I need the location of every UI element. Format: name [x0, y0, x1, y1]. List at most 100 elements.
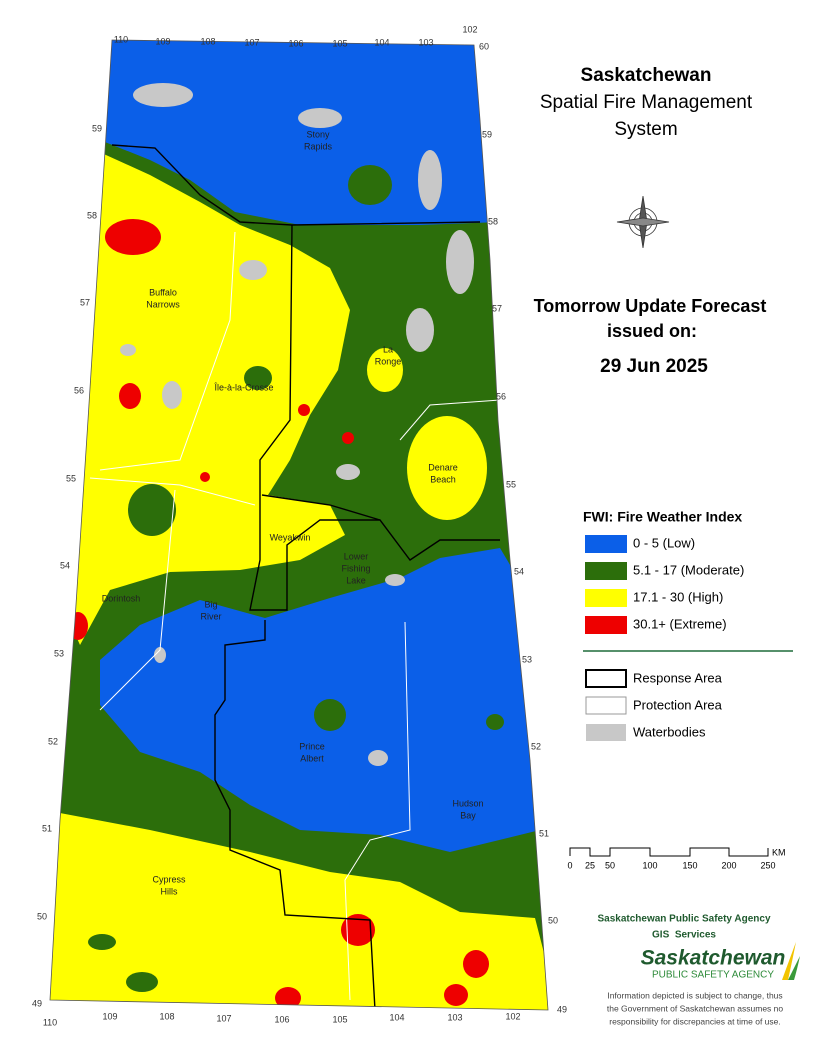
longitude-label: 104 [374, 37, 389, 47]
latitude-label: 49 [32, 998, 42, 1008]
forecast-line: issued on: [607, 321, 697, 341]
latitude-label: 51 [539, 828, 549, 838]
water-swatch [586, 724, 626, 741]
longitude-label: 107 [244, 37, 259, 47]
place-label: Hudson [452, 798, 483, 808]
legend-label: Protection Area [633, 697, 723, 712]
scale-label: 50 [605, 860, 615, 870]
forecast-date: 29 Jun 2025 [600, 356, 708, 377]
compass-rose [616, 195, 670, 249]
latitude-label: 58 [488, 216, 498, 226]
longitude-label: 103 [418, 37, 433, 47]
response-area-lines [111, 144, 500, 1010]
place-label: La [383, 344, 393, 354]
legend-label: 17.1 - 30 (High) [633, 589, 723, 604]
moderate-region [88, 934, 116, 950]
legend-swatch [585, 589, 627, 607]
scale-label: 0 [567, 860, 572, 870]
moderate-region [126, 972, 158, 992]
longitude-label: 110 [114, 34, 128, 44]
moderate-region [244, 366, 272, 390]
longitude-label: 108 [159, 1011, 174, 1021]
logo-mark [782, 942, 796, 980]
scale-unit: KM [772, 847, 786, 857]
forecast-line: Tomorrow Update Forecast [534, 296, 767, 316]
latitude-label: 58 [87, 210, 97, 220]
legend-swatch [585, 535, 627, 553]
high-region [50, 812, 548, 1010]
legend-label: 0 - 5 (Low) [633, 535, 695, 550]
waterbodies [120, 83, 474, 766]
moderate-region [128, 484, 176, 536]
place-label: Narrows [146, 299, 180, 309]
place-label: Big [204, 599, 217, 609]
scale-bar [569, 847, 769, 857]
latitude-label: 54 [60, 560, 70, 570]
place-label: Ronge [375, 356, 402, 366]
disclaimer-line: the Government of Saskatchewan assumes n… [607, 1003, 784, 1013]
place-label: Stony [306, 129, 330, 139]
logo-text: Saskatchewan [641, 947, 786, 970]
agency-name: Saskatchewan Public Safety Agency [597, 914, 770, 925]
longitude-label: 109 [155, 36, 170, 46]
longitude-label: 107 [216, 1013, 231, 1023]
longitude-label: 102 [505, 1011, 520, 1021]
latitude-label: 57 [492, 303, 502, 313]
longitude-label: 108 [200, 36, 215, 46]
latitude-label: 56 [496, 391, 506, 401]
legend-label: 30.1+ (Extreme) [633, 616, 727, 631]
moderate-region [486, 714, 504, 730]
latitude-label: 49 [557, 1004, 567, 1014]
place-label: Prince [299, 741, 325, 751]
low-region [90, 40, 500, 225]
latitude-label: 55 [506, 479, 516, 489]
place-label: Cypress [152, 874, 186, 884]
disclaimer-line: Information depicted is subject to chang… [607, 990, 782, 1000]
latitude-label: 53 [54, 648, 64, 658]
place-label: Fishing [341, 563, 370, 573]
place-label: Denare [428, 462, 458, 472]
latitude-label: 56 [74, 385, 84, 395]
place-label: Albert [300, 753, 324, 763]
scale-label: 150 [682, 860, 697, 870]
legend-swatch [585, 562, 627, 580]
longitude-label: 104 [389, 1012, 404, 1022]
longitude-label: 102 [462, 24, 477, 34]
scale-label: 25 [585, 860, 595, 870]
latitude-label: 59 [482, 129, 492, 139]
legend-title: FWI: Fire Weather Index [583, 509, 742, 525]
latitude-label: 52 [48, 736, 58, 746]
title-line: System [614, 119, 677, 140]
longitude-label: 106 [288, 38, 303, 48]
place-label: Île-à-la-Crosse [213, 382, 273, 392]
scale-label: 200 [721, 860, 736, 870]
scale-labels: 0 25 50 100 150 200 250 KM [567, 847, 785, 870]
legend-label: Response Area [633, 670, 723, 685]
moderate-region [348, 165, 392, 205]
longitude-label: 103 [447, 1012, 462, 1022]
protection-swatch [585, 696, 627, 715]
legend-label: Waterbodies [633, 724, 706, 739]
place-label: Rapids [304, 141, 333, 151]
latitude-label: 50 [548, 915, 558, 925]
longitude-label: 106 [274, 1014, 289, 1024]
title-line: Spatial Fire Management [540, 92, 753, 113]
place-label: Dorintosh [102, 593, 141, 603]
place-label: Hills [161, 886, 178, 896]
disclaimer-line: responsibility for discrepancies at time… [609, 1016, 781, 1026]
low-region [100, 548, 540, 852]
place-label: Bay [460, 810, 476, 820]
latitude-label: 59 [92, 123, 102, 133]
agency-unit: GIS Services [652, 930, 716, 941]
extreme-spots [68, 219, 489, 1009]
legend: 0 - 5 (Low) 5.1 - 17 (Moderate) 17.1 - 30 … [585, 535, 744, 634]
response-swatch [585, 669, 627, 688]
place-label: Lake [346, 575, 366, 585]
map-labels: 110 109 108 107 106 105 104 103 102 110 109 108 107 1… [32, 24, 567, 1027]
latitude-label: 60 [479, 41, 489, 51]
longitude-label: 109 [102, 1011, 117, 1021]
longitude-label: 105 [332, 1014, 347, 1024]
latitude-label: 51 [42, 823, 52, 833]
latitude-label: 57 [80, 297, 90, 307]
